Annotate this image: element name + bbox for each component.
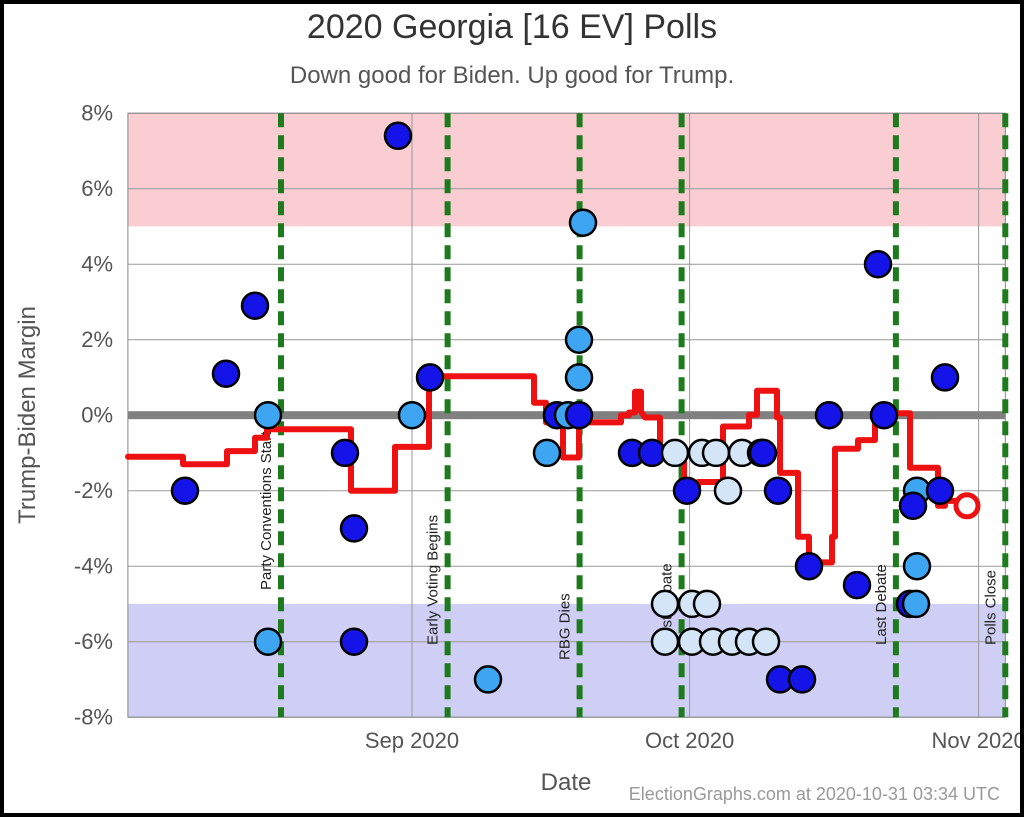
svg-text:0%: 0%	[81, 403, 113, 428]
svg-text:-4%: -4%	[74, 554, 113, 579]
svg-text:Date: Date	[541, 769, 592, 796]
svg-text:Oct 2020: Oct 2020	[645, 728, 734, 753]
svg-text:Party Conventions Start: Party Conventions Start	[258, 431, 275, 590]
svg-text:-8%: -8%	[74, 705, 113, 730]
svg-text:Sep 2020: Sep 2020	[365, 728, 459, 753]
svg-text:RBG Dies: RBG Dies	[557, 593, 574, 660]
svg-text:Last Debate: Last Debate	[873, 564, 890, 645]
svg-text:Polls Close: Polls Close	[982, 570, 999, 645]
svg-text:4%: 4%	[81, 252, 113, 277]
svg-text:-6%: -6%	[74, 629, 113, 654]
svg-text:Trump-Biden Margin: Trump-Biden Margin	[14, 306, 41, 524]
svg-text:2%: 2%	[81, 327, 113, 352]
svg-text:-2%: -2%	[74, 478, 113, 503]
svg-text:6%: 6%	[81, 176, 113, 201]
svg-text:8%: 8%	[81, 101, 113, 126]
svg-text:Nov 2020: Nov 2020	[932, 728, 1024, 753]
svg-text:ElectionGraphs.com at 2020-10-: ElectionGraphs.com at 2020-10-31 03:34 U…	[629, 784, 1000, 804]
svg-text:Early Voting Begins: Early Voting Begins	[425, 515, 442, 645]
